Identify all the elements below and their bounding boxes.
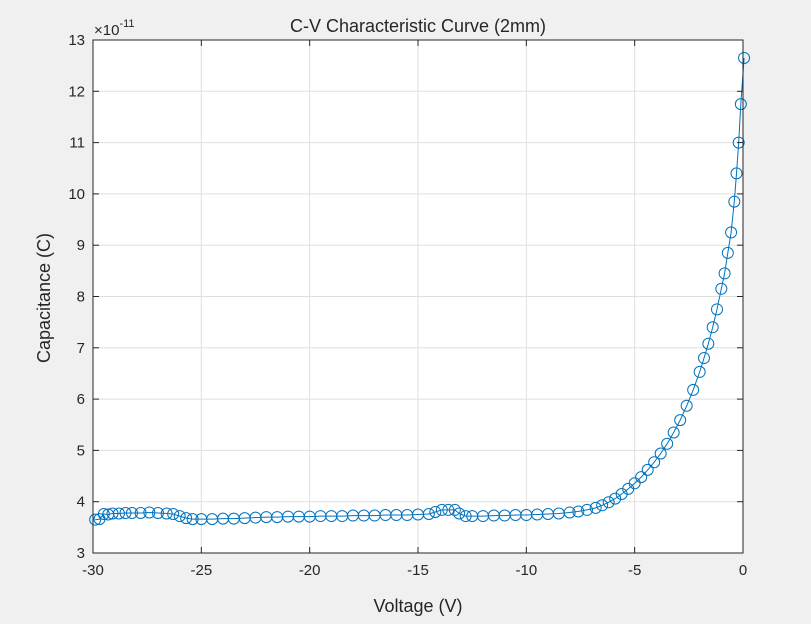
x-tick-label: -10	[515, 562, 537, 579]
data-point	[715, 282, 728, 295]
data-point	[134, 506, 147, 519]
data-point	[97, 508, 110, 521]
data-point	[173, 510, 186, 523]
data-point	[680, 399, 693, 412]
data-point	[693, 365, 706, 378]
data-point	[718, 267, 731, 280]
x-tick-label: 0	[739, 562, 747, 579]
data-point	[738, 51, 751, 64]
data-point	[706, 321, 719, 334]
data-point	[160, 507, 173, 520]
data-point	[698, 352, 710, 365]
y-tick-label: 6	[77, 391, 85, 408]
data-point	[435, 503, 448, 516]
data-point	[126, 506, 138, 519]
y-tick-label: 10	[68, 186, 85, 203]
axis-ticks	[92, 39, 744, 554]
data-point	[702, 337, 715, 350]
y-exponent-label: ×10-11	[94, 18, 135, 39]
data-point	[654, 447, 667, 460]
data-point	[589, 501, 602, 514]
data-point	[734, 98, 747, 111]
x-tick-label: -15	[407, 562, 429, 579]
x-tick-labels: -30 -25 -20 -15 -10 -5 0	[82, 562, 747, 579]
data-point	[635, 471, 648, 484]
y-tick-label: 11	[69, 135, 85, 152]
data-point	[730, 167, 743, 180]
data-point	[667, 426, 680, 439]
data-point	[448, 503, 461, 516]
data-point	[442, 503, 455, 516]
y-exponent-power: -11	[119, 18, 134, 30]
y-tick-label: 5	[77, 442, 85, 459]
data-point	[459, 510, 472, 523]
y-exponent-base: ×10	[94, 22, 119, 39]
data-point	[596, 499, 609, 512]
data-point	[674, 414, 687, 427]
data-point	[89, 513, 102, 526]
x-tick-label: -30	[82, 562, 104, 579]
y-tick-labels: 3 4 5 6 7 8 9 10 11 12 13	[68, 32, 85, 562]
data-point	[648, 456, 661, 469]
data-point	[106, 507, 119, 520]
y-tick-label: 7	[77, 340, 85, 357]
data-point	[732, 136, 745, 149]
data-point	[725, 226, 738, 239]
y-tick-label: 4	[77, 494, 85, 511]
data-point	[167, 508, 180, 521]
data-point	[429, 505, 442, 518]
data-point	[143, 506, 156, 519]
y-tick-label: 12	[68, 83, 85, 100]
x-tick-label: -25	[190, 562, 212, 579]
data-point	[180, 512, 193, 525]
data-point	[152, 506, 164, 519]
data-point	[113, 507, 125, 520]
x-tick-label: -5	[628, 562, 641, 579]
data-point	[602, 496, 615, 509]
x-tick-label: -20	[299, 562, 321, 579]
y-tick-label: 13	[68, 32, 85, 49]
chart-title: C-V Characteristic Curve (2mm)	[290, 16, 546, 36]
data-point	[661, 437, 674, 450]
data-point	[687, 383, 700, 396]
y-tick-label: 8	[77, 289, 85, 306]
data-point	[572, 505, 585, 518]
data-point	[563, 506, 576, 519]
data-point	[186, 513, 199, 526]
data-point	[641, 463, 654, 476]
data-point	[628, 477, 641, 490]
x-axis-label: Voltage (V)	[373, 596, 462, 616]
y-tick-label: 9	[77, 237, 85, 254]
data-point	[119, 506, 132, 519]
data-point	[728, 195, 741, 208]
data-point	[721, 246, 734, 259]
y-tick-label: 3	[77, 545, 85, 562]
data-series	[89, 51, 751, 526]
data-point	[581, 503, 593, 516]
data-point	[711, 303, 723, 316]
y-axis-label: Capacitance (C)	[34, 233, 54, 363]
data-point	[453, 507, 466, 520]
data-point	[422, 508, 435, 521]
data-point	[609, 492, 622, 505]
